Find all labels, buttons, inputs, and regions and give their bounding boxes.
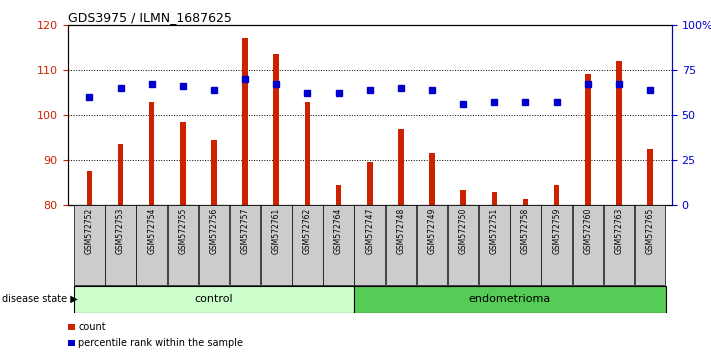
Bar <box>118 144 123 205</box>
Text: GSM572754: GSM572754 <box>147 208 156 254</box>
Bar <box>616 61 621 205</box>
Text: percentile rank within the sample: percentile rank within the sample <box>78 338 243 348</box>
Text: GSM572755: GSM572755 <box>178 208 187 254</box>
Text: GSM572756: GSM572756 <box>210 208 218 254</box>
Bar <box>149 102 154 205</box>
Text: GSM572765: GSM572765 <box>646 208 655 254</box>
FancyBboxPatch shape <box>230 205 260 285</box>
Bar <box>68 340 75 346</box>
Bar <box>461 189 466 205</box>
FancyBboxPatch shape <box>479 205 510 285</box>
FancyBboxPatch shape <box>292 205 323 285</box>
Bar <box>647 149 653 205</box>
Bar <box>367 162 373 205</box>
FancyBboxPatch shape <box>541 205 572 285</box>
FancyBboxPatch shape <box>168 205 198 285</box>
Bar <box>554 185 560 205</box>
FancyBboxPatch shape <box>385 205 416 285</box>
Text: GSM572764: GSM572764 <box>334 208 343 254</box>
Bar <box>242 38 248 205</box>
Bar <box>398 129 404 205</box>
Bar <box>68 324 75 330</box>
FancyBboxPatch shape <box>261 205 292 285</box>
Bar <box>585 74 591 205</box>
Bar <box>211 140 217 205</box>
FancyBboxPatch shape <box>635 205 665 285</box>
Bar <box>87 171 92 205</box>
FancyBboxPatch shape <box>510 205 541 285</box>
Text: endometrioma: endometrioma <box>469 294 551 304</box>
Text: GDS3975 / ILMN_1687625: GDS3975 / ILMN_1687625 <box>68 11 231 24</box>
Text: GSM572759: GSM572759 <box>552 208 561 254</box>
Text: GSM572751: GSM572751 <box>490 208 499 254</box>
FancyBboxPatch shape <box>417 205 447 285</box>
FancyBboxPatch shape <box>74 205 105 285</box>
Text: GSM572753: GSM572753 <box>116 208 125 254</box>
Text: GSM572757: GSM572757 <box>240 208 250 254</box>
Text: GSM572763: GSM572763 <box>614 208 624 254</box>
FancyBboxPatch shape <box>604 205 634 285</box>
FancyBboxPatch shape <box>324 205 354 285</box>
Text: GSM572750: GSM572750 <box>459 208 468 254</box>
Bar <box>429 153 435 205</box>
Bar <box>523 199 528 205</box>
FancyBboxPatch shape <box>448 205 479 285</box>
Text: GSM572752: GSM572752 <box>85 208 94 254</box>
FancyBboxPatch shape <box>355 205 385 285</box>
Text: GSM572749: GSM572749 <box>427 208 437 254</box>
FancyBboxPatch shape <box>572 205 603 285</box>
FancyBboxPatch shape <box>105 205 136 285</box>
FancyBboxPatch shape <box>137 205 167 285</box>
Text: GSM572762: GSM572762 <box>303 208 312 254</box>
Text: GSM572760: GSM572760 <box>583 208 592 254</box>
Text: GSM572747: GSM572747 <box>365 208 374 254</box>
Text: GSM572758: GSM572758 <box>521 208 530 254</box>
FancyBboxPatch shape <box>198 205 229 285</box>
Bar <box>336 185 341 205</box>
Text: count: count <box>78 322 106 332</box>
Text: GSM572761: GSM572761 <box>272 208 281 254</box>
Bar <box>491 192 497 205</box>
Bar <box>180 122 186 205</box>
Bar <box>304 102 310 205</box>
FancyBboxPatch shape <box>354 286 665 313</box>
Bar <box>274 54 279 205</box>
Text: disease state ▶: disease state ▶ <box>2 294 78 304</box>
Text: GSM572748: GSM572748 <box>396 208 405 254</box>
Text: control: control <box>195 294 233 304</box>
FancyBboxPatch shape <box>74 286 354 313</box>
